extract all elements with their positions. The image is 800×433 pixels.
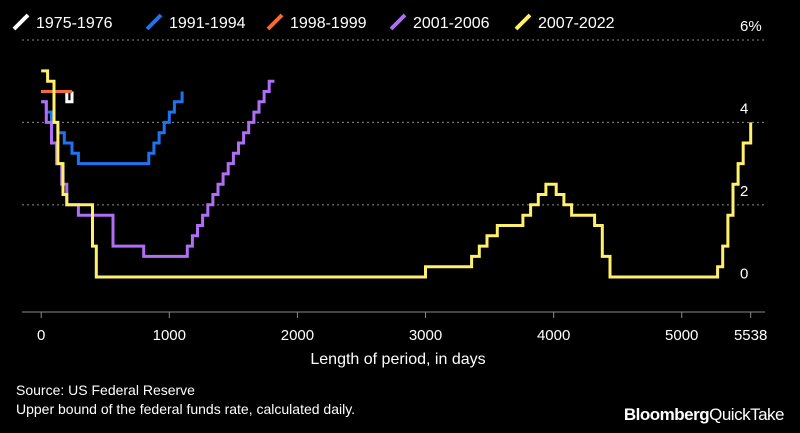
methodology-note: Upper bound of the federal funds rate, c…: [16, 401, 355, 417]
series-line: [41, 79, 275, 258]
x-axis-ticks: 0 1000 2000 3000 4000 5000 5538: [37, 312, 767, 344]
y-tick-label: 6%: [740, 18, 762, 35]
source-note: Source: US Federal Reserve: [16, 382, 195, 398]
x-axis-title: Length of period, in days: [310, 351, 485, 368]
x-tick-label: 1000: [153, 327, 186, 344]
legend-swatch: [145, 13, 163, 31]
legend-label: 1975-1976: [36, 15, 113, 32]
brand-product: QuickTake: [709, 405, 784, 424]
y-tick-label: 0: [740, 265, 748, 282]
grid: [22, 39, 765, 206]
legend-swatch: [514, 13, 532, 31]
series-line: [41, 90, 74, 104]
legend-label: 2007-2022: [538, 15, 615, 32]
legend-item: 2001-2006: [389, 13, 490, 32]
legend-swatch: [266, 13, 284, 31]
legend-label: 2001-2006: [413, 15, 490, 32]
legend-swatch: [12, 13, 30, 31]
legend-item: 1991-1994: [145, 13, 246, 32]
x-tick-label: 0: [37, 327, 45, 344]
legend: 1975-1976 1991-1994 1998-1999 2001-2006 2007…: [12, 13, 615, 32]
series-line: [41, 91, 184, 166]
series-lines: [41, 69, 753, 279]
legend-label: 1998-1999: [290, 15, 367, 32]
legend-item: 1998-1999: [266, 13, 367, 32]
x-tick-label: 5000: [665, 327, 698, 344]
y-tick-label: 4: [740, 100, 748, 117]
x-tick-label: 2000: [281, 327, 314, 344]
legend-item: 2007-2022: [514, 13, 615, 32]
x-tick-label: 4000: [537, 327, 570, 344]
brand-name: Bloomberg: [624, 405, 709, 424]
legend-item: 1975-1976: [12, 13, 113, 32]
legend-label: 1991-1994: [169, 15, 246, 32]
x-tick-label: 3000: [409, 327, 442, 344]
y-tick-label: 2: [740, 183, 748, 200]
legend-swatch: [389, 13, 407, 31]
x-tick-label: 5538: [734, 327, 767, 344]
y-axis-ticks: 0 2 4 6%: [740, 18, 762, 282]
brand-logo: BloombergQuickTake: [624, 405, 784, 424]
series-line: [41, 69, 753, 279]
